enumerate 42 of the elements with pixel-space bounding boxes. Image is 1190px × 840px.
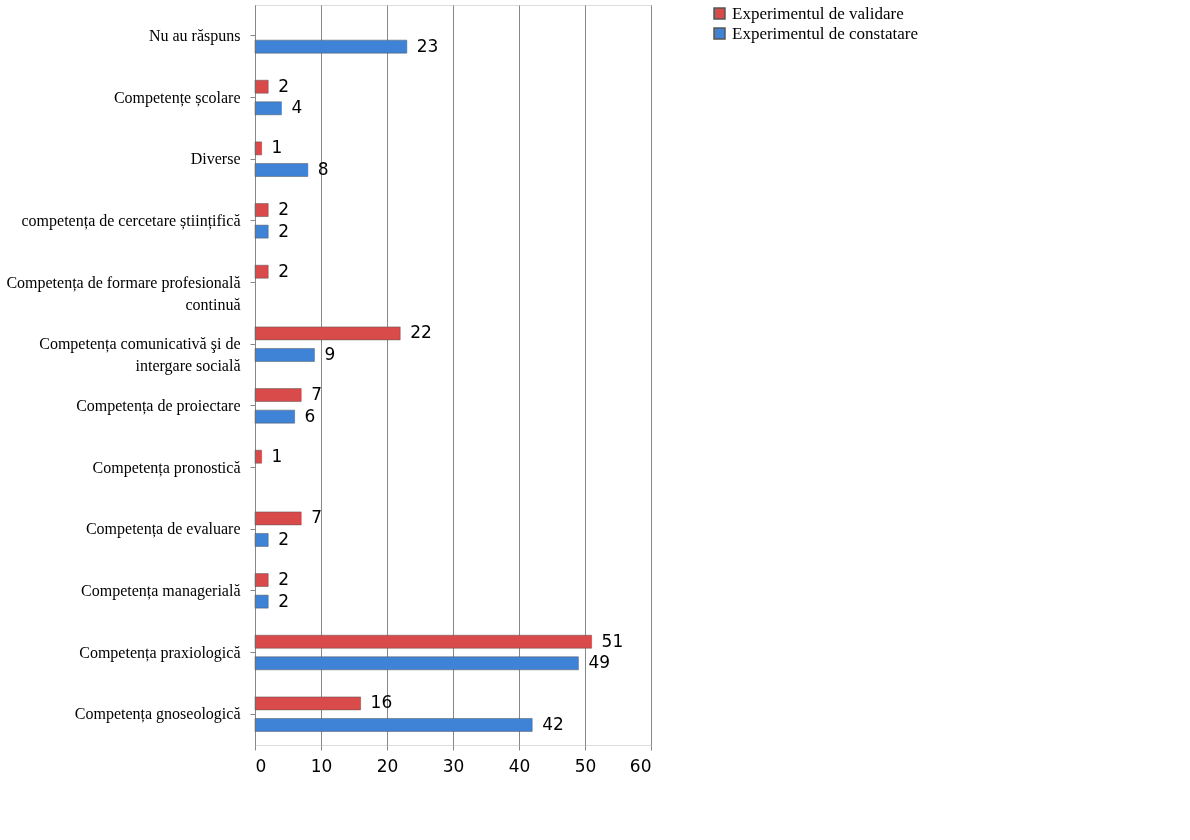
- data-label: 49: [588, 652, 611, 673]
- data-label: 2: [278, 260, 290, 281]
- y-tick-label: Competența pronostică: [92, 458, 241, 477]
- data-label: 2: [278, 569, 290, 590]
- y-tick-label: Competența managerială: [81, 581, 241, 600]
- y-tick-label: competența de cercetare științifică: [21, 211, 241, 230]
- data-label: 9: [324, 343, 336, 364]
- legend-label: Experimentul de constatare: [732, 23, 918, 43]
- legend-label: Experimentul de validare: [732, 3, 904, 23]
- data-label: 2: [278, 590, 290, 611]
- y-tick-label: Competența de proiectare: [76, 396, 241, 415]
- x-tick-label: 20: [376, 755, 399, 776]
- data-label: 1: [271, 137, 283, 158]
- data-label: 7: [311, 507, 323, 528]
- x-tick-label: 60: [629, 755, 652, 776]
- x-tick-label: 0: [255, 755, 267, 776]
- data-label: 8: [317, 158, 329, 179]
- x-tick-label: 10: [310, 755, 333, 776]
- data-label: 51: [601, 630, 624, 651]
- data-label: 16: [370, 692, 393, 713]
- data-label: 4: [291, 97, 303, 118]
- data-label: 2: [278, 75, 290, 96]
- data-label: 42: [542, 713, 564, 734]
- x-tick-label: 40: [508, 755, 531, 776]
- data-label: 1: [271, 445, 283, 466]
- y-tick-label: Competența de formare profesională continuă: [6, 273, 241, 313]
- y-tick-label: Competențe școlare: [113, 88, 241, 107]
- y-tick-label: Competența de evaluare: [85, 520, 241, 539]
- data-label: 22: [410, 322, 432, 343]
- data-label: 7: [311, 384, 323, 405]
- y-tick-label: Competența praxiologică: [79, 643, 241, 662]
- y-tick-label: Competența comunicativă şi de intergare socială: [39, 335, 241, 376]
- y-tick-label: Diverse: [190, 150, 241, 168]
- data-label: 2: [278, 220, 290, 241]
- data-label: 2: [278, 199, 290, 220]
- y-tick-label: Nu au răspuns: [148, 26, 241, 45]
- data-label: 6: [304, 405, 316, 426]
- y-tick-label: Competența gnoseologică: [74, 705, 241, 724]
- x-tick-label: 30: [442, 755, 465, 776]
- x-tick-label: 50: [574, 755, 597, 776]
- data-label: 23: [416, 35, 439, 56]
- data-label: 2: [278, 528, 290, 549]
